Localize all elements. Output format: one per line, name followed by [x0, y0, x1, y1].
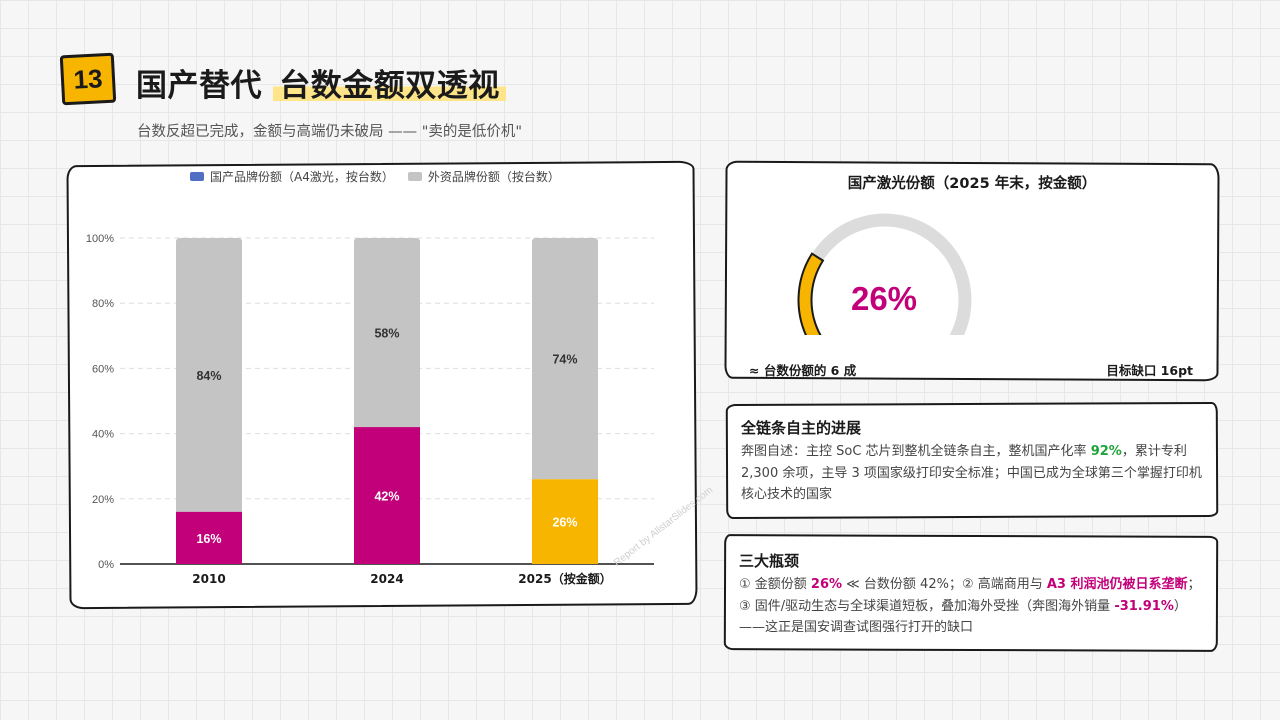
gauge-title: 国产激光份额（2025 年末，按金额）	[847, 176, 1097, 192]
y-tick-label: 100%	[86, 233, 114, 245]
bottleneck-text-1: ① 金额份额	[739, 577, 811, 592]
stacked-bar-chart: 0% 20% 40% 60% 80% 100% 84% 16% 2010 58% 42% 2024 74…	[86, 233, 654, 586]
gauge-right-note: 目标缺口 16pt	[1106, 363, 1193, 378]
bar-domestic-label: 16%	[196, 532, 221, 546]
bottleneck-card-title: 三大瓶颈	[739, 552, 800, 570]
bottleneck-highlight-1: 26%	[810, 577, 843, 592]
bottleneck-text-4: ）——这正是国安调查试图强行打开的缺口	[739, 598, 1187, 636]
share-gauge	[797, 213, 972, 335]
y-tick-label: 20%	[92, 494, 114, 506]
bottleneck-text-3: ；③ 固件/驱动生态与全球渠道短板，叠加海外受挫（奔图海外销量	[739, 577, 1201, 614]
legend-label-domestic: 国产品牌份额（A4激光，按台数）	[210, 170, 394, 184]
page-subtitle: 台数反超已完成，金额与高端仍未破局 —— "卖的是低价机"	[137, 124, 523, 140]
y-tick-label: 0%	[98, 559, 114, 571]
bar-domestic-share	[176, 511, 242, 564]
bottleneck-card-body: ① 金额份额 26% ≪ 台数份额 42%；② 高端商用与 A3 利润池仍被日系…	[739, 574, 1204, 639]
bar-domestic-label: 42%	[374, 490, 399, 504]
gauge-value: 26%	[850, 280, 918, 317]
bar-foreign-label: 84%	[196, 369, 221, 383]
chart-legend: 国产品牌份额（A4激光，按台数） 外资品牌份额（按台数）	[190, 168, 560, 185]
bar-foreign-label: 74%	[552, 353, 577, 367]
progress-text-a: 奔图自述：主控 SoC 芯片到整机全链条自主，整机国产化率	[741, 444, 1091, 459]
legend-item-foreign[interactable]: 外资品牌份额（按台数）	[407, 168, 560, 185]
gauge-left-note: ≈ 台数份额的 6 成	[749, 363, 857, 378]
page-title: 国产替代 台数金额双透视	[136, 60, 506, 105]
legend-label-foreign: 外资品牌份额（按台数）	[427, 170, 560, 184]
x-tick-label: 2024	[370, 572, 403, 586]
bar-foreign-share	[176, 238, 242, 512]
legend-item-domestic[interactable]: 国产品牌份额（A4激光，按台数）	[190, 168, 394, 185]
y-tick-label: 80%	[92, 298, 114, 310]
progress-card-body: 奔图自述：主控 SoC 芯片到整机全链条自主，整机国产化率 92%，累计专利 2…	[741, 441, 1203, 506]
x-tick-label: 2025（按金额）	[518, 571, 611, 586]
slide-number-badge: 13	[59, 52, 117, 106]
progress-text-b: ，累计专利 2,300 余项，主导 3 项国家级打印安全标准；中国已成为全球第三…	[741, 444, 1202, 502]
bar-foreign-share	[354, 238, 420, 428]
legend-swatch-domestic	[190, 172, 204, 181]
bottleneck-text-2: ≪ 台数份额 42%；② 高端商用与	[842, 577, 1047, 592]
bottleneck-highlight-3: -31.91%	[1114, 598, 1174, 614]
title-highlight: 台数金额双透视	[273, 68, 506, 104]
bar-domestic-label: 26%	[552, 516, 577, 530]
progress-card-title: 全链条自主的进展	[741, 419, 862, 437]
localization-rate: 92%	[1090, 444, 1122, 459]
legend-swatch-foreign	[407, 172, 422, 181]
x-tick-label: 2010	[192, 572, 225, 586]
bar-foreign-label: 58%	[374, 327, 399, 341]
title-plain: 国产替代	[136, 68, 262, 104]
bottleneck-highlight-2: A3 利润池仍被日系垄断	[1046, 577, 1188, 592]
y-tick-label: 60%	[92, 363, 114, 375]
bar-foreign-share	[532, 238, 598, 480]
y-tick-label: 40%	[92, 429, 114, 441]
bar-domestic-share	[354, 427, 420, 564]
gauge-fill	[797, 252, 825, 335]
bar-domestic-share	[532, 479, 598, 564]
